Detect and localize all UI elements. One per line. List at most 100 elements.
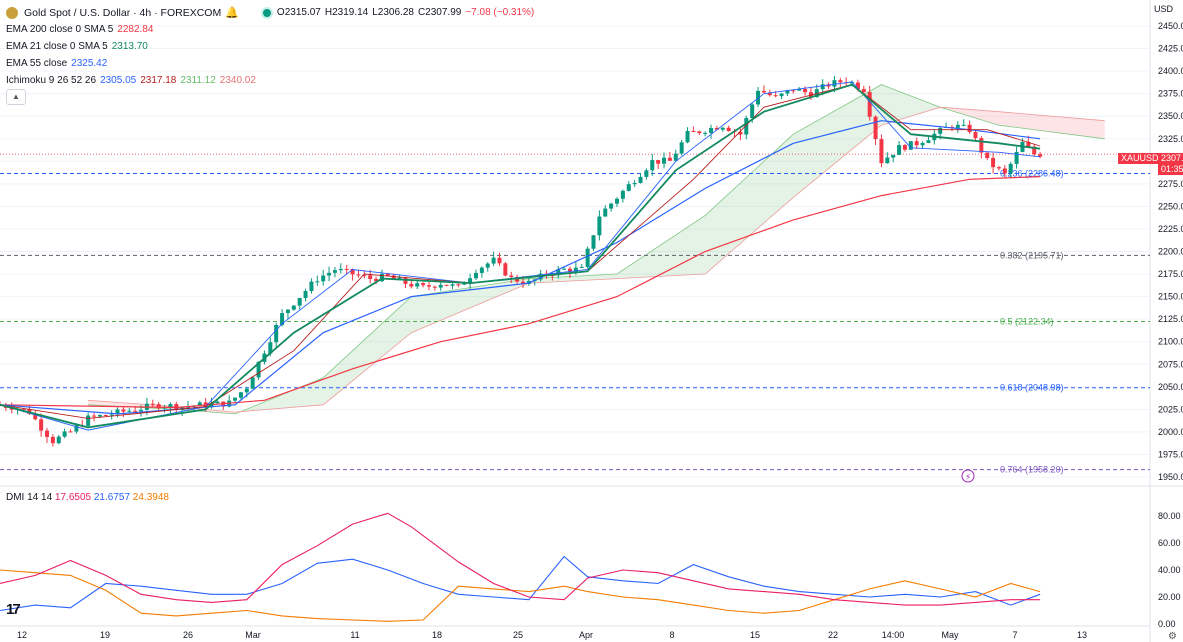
candle-body (33, 413, 38, 420)
candle-body (338, 268, 343, 271)
time-tick-label: 12 (17, 630, 27, 640)
candle-body (1026, 141, 1031, 147)
indicator-value: 2282.84 (117, 24, 154, 35)
currency-label[interactable]: USD (1154, 4, 1174, 14)
ichimoku-span-b-line (88, 106, 1105, 413)
candle-body (350, 269, 355, 275)
price-tick-label: 2225.00 (1158, 224, 1183, 234)
candle-body (985, 152, 990, 159)
collapse-legend-button[interactable]: ▲ (6, 89, 26, 105)
time-tick-label: 13 (1077, 630, 1087, 640)
indicator-ema55[interactable]: EMA 55 close 2325.42 (6, 58, 107, 69)
candle-body (709, 127, 714, 133)
candle-body (697, 131, 702, 134)
candle-body (791, 90, 796, 92)
candle-body (1008, 163, 1013, 174)
candle-body (1038, 154, 1043, 157)
time-tick-label: 19 (100, 630, 110, 640)
alert-bell-icon[interactable]: 🔔 (225, 7, 239, 19)
candle-body (520, 281, 525, 285)
candle-body (121, 409, 126, 412)
candle-body (45, 430, 50, 437)
settings-gear-icon[interactable]: ⚙ (1168, 631, 1177, 642)
price-tick-label: 2200.00 (1158, 247, 1183, 257)
candle-body (938, 127, 943, 134)
candle-body (497, 257, 502, 264)
time-tick-label: 14:00 (882, 630, 905, 640)
candle-body (332, 270, 337, 273)
candle-body (879, 139, 884, 164)
indicator-label: EMA 200 close 0 SMA 5 (6, 24, 114, 35)
indicator-ichimoku[interactable]: Ichimoku 9 26 52 26 2305.05 2317.18 2311… (6, 75, 256, 86)
fib-level-label: 0.236 (2286.48) (1000, 168, 1064, 178)
candle-body (303, 291, 308, 299)
candle-body (638, 176, 643, 183)
ema21-line[interactable] (0, 83, 1041, 429)
candle-body (362, 275, 367, 277)
tradingview-logo[interactable]: 17 (6, 601, 21, 618)
candle-body (450, 284, 455, 286)
time-tick-label: 22 (828, 630, 838, 640)
candle-body (479, 267, 484, 273)
symbol-title[interactable]: Gold Spot / U.S. Dollar · 4h · FOREXCOM (24, 6, 222, 19)
candle-body (256, 361, 261, 378)
price-tick-label: 2400.00 (1158, 66, 1183, 76)
dmi-tick-label: 20.00 (1158, 592, 1181, 602)
candle-body (632, 182, 637, 185)
candle-body (861, 89, 866, 93)
candle-body (285, 309, 290, 314)
dmi-series-line[interactable] (0, 555, 1041, 612)
candle-body (444, 284, 449, 286)
indicator-value: 2325.42 (71, 58, 108, 69)
price-tick-label: 2175.00 (1158, 269, 1183, 279)
price-tick-label: 2150.00 (1158, 292, 1183, 302)
candle-body (650, 160, 655, 171)
candle-body (597, 216, 602, 236)
time-tick-label: Apr (579, 630, 593, 640)
price-tick-label: 2025.00 (1158, 404, 1183, 414)
candle-body (39, 419, 44, 431)
candle-body (86, 415, 91, 426)
candle-body (785, 90, 790, 94)
indicator-ema21[interactable]: EMA 21 close 0 SMA 5 2313.70 (6, 41, 148, 52)
candle-body (579, 266, 584, 268)
candle-body (68, 431, 73, 433)
candle-body (1002, 168, 1007, 174)
price-tick-label: 1950.00 (1158, 472, 1183, 482)
dmi-series-line[interactable] (0, 512, 1041, 606)
dmi-series-line[interactable] (0, 569, 1041, 622)
dmi-plus-value: 21.6757 (93, 492, 131, 503)
fib-level-label: 0.618 (2048.98) (1000, 383, 1064, 393)
candle-body (703, 132, 708, 134)
market-status-dot[interactable] (260, 6, 273, 19)
candle-body (327, 272, 332, 276)
candle-body (685, 131, 690, 143)
candle-body (92, 415, 97, 417)
ema200-line[interactable] (0, 176, 1041, 409)
candle-body (103, 415, 108, 417)
candle-body (979, 138, 984, 153)
candle-body (726, 127, 731, 132)
dmi-legend[interactable]: DMI 14 14 17.6505 21.6757 24.3948 (6, 492, 169, 503)
ichimoku-conversion-line[interactable] (0, 81, 1041, 431)
indicator-label: EMA 55 close (6, 58, 68, 69)
candle-body (797, 89, 802, 91)
candle-body (291, 305, 296, 310)
ema55-line[interactable] (0, 120, 1041, 415)
candle-body (1014, 151, 1019, 164)
candle-body (738, 131, 743, 135)
indicator-ema200[interactable]: EMA 200 close 0 SMA 5 2282.84 (6, 24, 153, 35)
candle-body (515, 276, 520, 282)
candle-body (914, 141, 919, 146)
ohlc-open: O2315.07 (276, 7, 321, 18)
candle-body (462, 283, 467, 285)
candle-body (509, 275, 514, 277)
price-tick-label: 2375.00 (1158, 89, 1183, 99)
event-lightning-icon[interactable] (961, 469, 975, 483)
candle-body (720, 127, 725, 130)
price-tick-label: 2450.00 (1158, 21, 1183, 31)
candle-body (667, 157, 672, 161)
candle-body (174, 404, 179, 410)
candle-body (468, 278, 473, 284)
